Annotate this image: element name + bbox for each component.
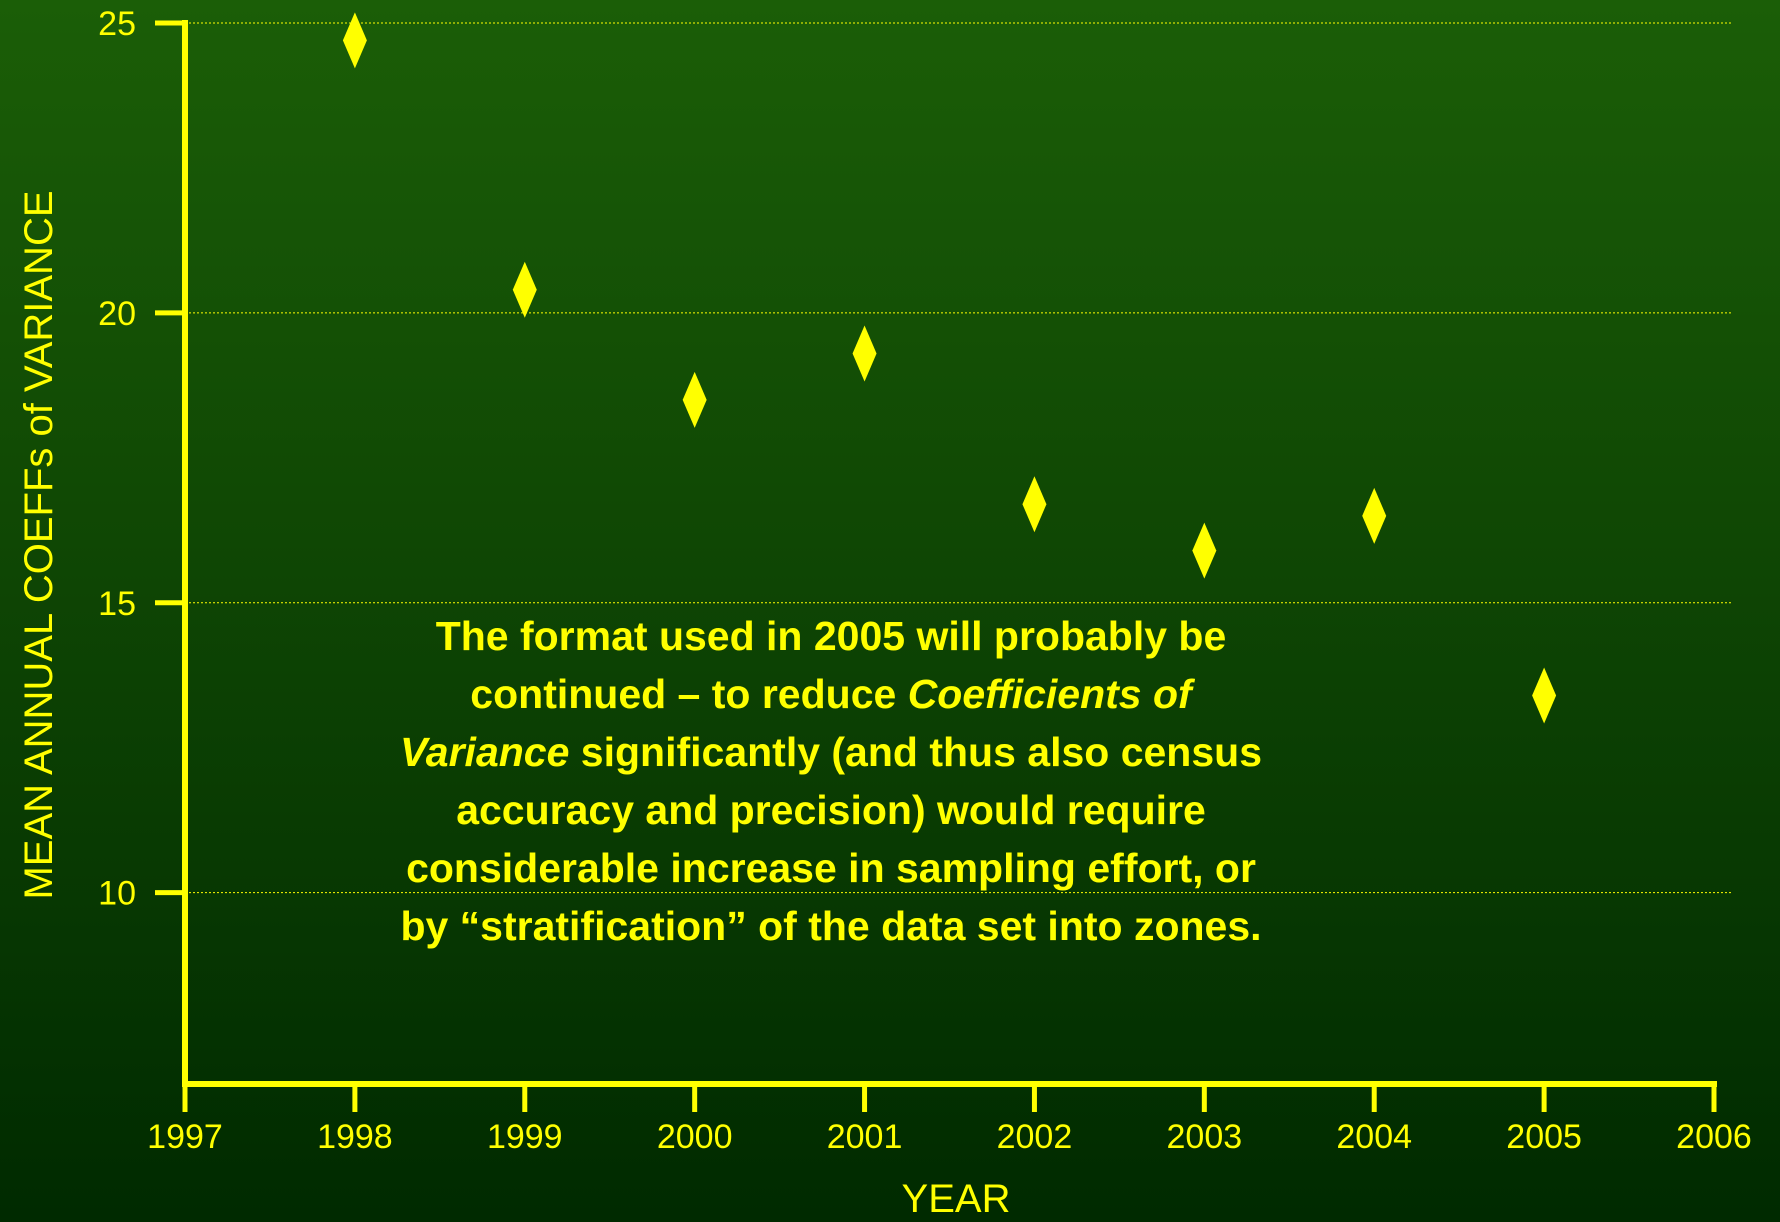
x-tick-label: 1997 <box>147 1118 223 1156</box>
annotation-text: accuracy and precision) would require <box>456 787 1206 833</box>
annotation-text: significantly (and thus also census <box>569 729 1262 775</box>
x-tick-label: 2001 <box>827 1118 903 1156</box>
data-point <box>1362 487 1387 544</box>
x-tick-label: 2002 <box>997 1118 1073 1156</box>
annotation-line: Variance significantly (and thus also ce… <box>400 729 1262 775</box>
x-tick-label: 2004 <box>1336 1118 1412 1156</box>
x-tick-label: 2000 <box>657 1118 733 1156</box>
annotation-text: considerable increase in sampling effort… <box>406 845 1256 891</box>
data-point <box>342 12 367 69</box>
x-tick-label: 2003 <box>1167 1118 1243 1156</box>
data-point <box>1532 667 1557 724</box>
annotation-line: continued – to reduce Coefficients of <box>470 671 1196 717</box>
y-tick-label: 25 <box>98 5 136 43</box>
annotation-text: by “stratification” of the data set into… <box>400 903 1261 949</box>
annotation-line: by “stratification” of the data set into… <box>400 903 1261 949</box>
annotation-line: The format used in 2005 will probably be <box>436 613 1227 659</box>
annotation-text: Variance <box>400 729 569 775</box>
x-tick-label: 1999 <box>487 1118 563 1156</box>
x-tick-label: 2005 <box>1506 1118 1582 1156</box>
annotation-text: The format used in 2005 will probably be <box>436 613 1227 659</box>
x-axis-title: YEAR <box>902 1177 1011 1221</box>
annotation-line: considerable increase in sampling effort… <box>406 845 1256 891</box>
annotation-line: accuracy and precision) would require <box>456 787 1206 833</box>
y-tick-label: 20 <box>98 295 136 333</box>
data-point <box>512 261 537 318</box>
x-tick-label: 2006 <box>1676 1118 1752 1156</box>
data-point <box>682 371 707 428</box>
y-tick-label: 10 <box>98 875 136 913</box>
y-tick-label: 15 <box>98 585 136 623</box>
annotation-text: continued – to reduce <box>470 671 907 717</box>
y-axis-title: MEAN ANNUAL COEFFs of VARIANCE <box>17 190 61 899</box>
x-tick-label: 1998 <box>317 1118 393 1156</box>
data-point <box>1022 476 1047 533</box>
data-point <box>1192 522 1217 579</box>
annotation-text: Coefficients of <box>908 671 1196 717</box>
data-point <box>852 325 877 382</box>
